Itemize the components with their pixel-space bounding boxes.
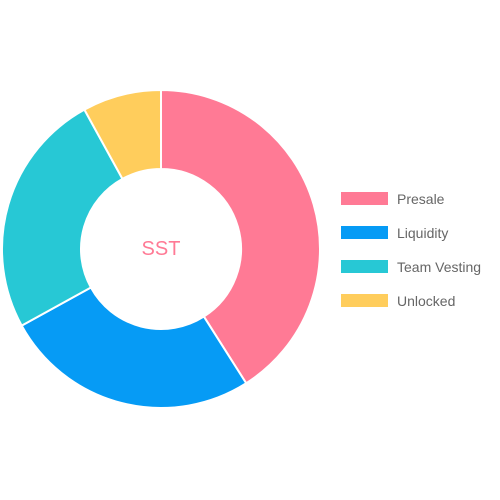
legend-label-presale: Presale [397, 191, 445, 207]
legend-item-unlocked[interactable]: Unlocked [341, 293, 455, 309]
legend-swatch-presale [341, 192, 388, 205]
legend-label-unlocked: Unlocked [397, 293, 455, 309]
legend-swatch-liquidity [341, 226, 388, 239]
legend-item-liquidity[interactable]: Liquidity [341, 225, 448, 241]
legend-item-presale[interactable]: Presale [341, 191, 445, 207]
center-label: SST [142, 238, 181, 260]
legend-item-team-vesting[interactable]: Team Vesting [341, 259, 481, 275]
slices-group [1, 88, 321, 409]
legend: Presale Liquidity Team Vesting Unlocked [341, 191, 481, 309]
legend-swatch-unlocked [341, 294, 388, 307]
slice-unlocked[interactable] [83, 88, 162, 181]
slice-presale[interactable] [160, 88, 321, 385]
slice-liquidity[interactable] [20, 286, 248, 409]
legend-label-liquidity: Liquidity [397, 225, 448, 241]
legend-swatch-team-vesting [341, 260, 388, 273]
legend-label-team-vesting: Team Vesting [397, 259, 481, 275]
slice-team-vesting[interactable] [1, 108, 124, 327]
